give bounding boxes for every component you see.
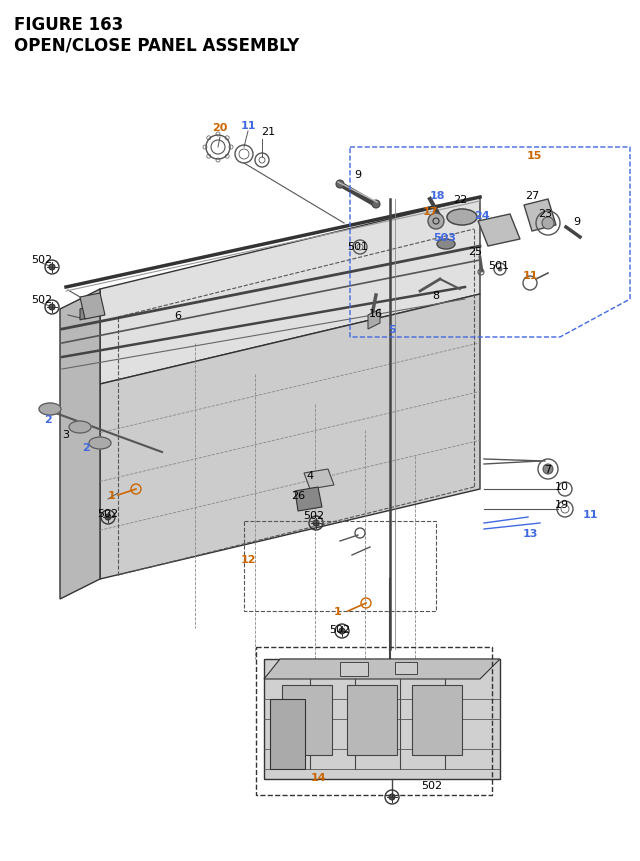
Text: 17: 17 <box>422 207 438 217</box>
Text: 502: 502 <box>330 624 351 635</box>
Text: 1: 1 <box>108 491 116 500</box>
Text: 23: 23 <box>538 208 552 219</box>
Circle shape <box>428 214 444 230</box>
Polygon shape <box>100 198 480 385</box>
Polygon shape <box>304 469 334 489</box>
Circle shape <box>49 264 55 270</box>
Text: 502: 502 <box>31 255 52 264</box>
Text: 1: 1 <box>334 606 342 616</box>
Text: 2: 2 <box>44 414 52 424</box>
Text: 26: 26 <box>291 491 305 500</box>
Polygon shape <box>524 200 556 232</box>
Bar <box>340 662 368 676</box>
Ellipse shape <box>89 437 111 449</box>
Circle shape <box>105 514 111 520</box>
Circle shape <box>389 794 395 800</box>
Ellipse shape <box>39 404 61 416</box>
Polygon shape <box>60 289 100 599</box>
Bar <box>412 685 462 755</box>
Text: 502: 502 <box>421 780 443 790</box>
Ellipse shape <box>437 239 455 250</box>
Text: 501: 501 <box>348 242 369 251</box>
Circle shape <box>339 629 345 635</box>
Bar <box>256 647 492 795</box>
Text: 8: 8 <box>433 291 440 300</box>
Text: 18: 18 <box>429 191 445 201</box>
Circle shape <box>542 218 554 230</box>
Text: 12: 12 <box>240 554 256 564</box>
Text: 25: 25 <box>468 247 482 257</box>
Text: 503: 503 <box>433 232 456 243</box>
Circle shape <box>498 268 502 272</box>
Text: 14: 14 <box>310 772 326 782</box>
Circle shape <box>49 305 55 311</box>
Polygon shape <box>295 487 322 511</box>
Text: 16: 16 <box>369 308 383 319</box>
Text: OPEN/CLOSE PANEL ASSEMBLY: OPEN/CLOSE PANEL ASSEMBLY <box>14 36 300 54</box>
Bar <box>282 685 332 755</box>
Text: 11: 11 <box>582 510 598 519</box>
Ellipse shape <box>447 210 477 226</box>
Text: 13: 13 <box>522 529 538 538</box>
Ellipse shape <box>69 422 91 433</box>
Text: 3: 3 <box>63 430 70 439</box>
Text: 501: 501 <box>488 261 509 270</box>
Text: 7: 7 <box>545 464 552 474</box>
Text: 20: 20 <box>212 123 228 133</box>
Polygon shape <box>264 660 500 679</box>
Text: 4: 4 <box>307 470 314 480</box>
Polygon shape <box>478 214 520 247</box>
Text: 10: 10 <box>555 481 569 492</box>
Text: 6: 6 <box>175 311 182 320</box>
Text: 11: 11 <box>240 121 256 131</box>
Text: 502: 502 <box>97 508 118 518</box>
Polygon shape <box>80 304 100 320</box>
Bar <box>347 685 397 755</box>
Text: 11: 11 <box>522 270 538 281</box>
Text: 24: 24 <box>474 211 490 220</box>
Text: 9: 9 <box>355 170 362 180</box>
Text: 2: 2 <box>82 443 90 453</box>
Polygon shape <box>100 294 480 579</box>
Circle shape <box>372 201 380 208</box>
Circle shape <box>336 181 344 189</box>
Text: 9: 9 <box>573 217 580 226</box>
Text: FIGURE 163: FIGURE 163 <box>14 16 124 34</box>
Bar <box>244 522 436 611</box>
Text: 502: 502 <box>303 511 324 520</box>
Polygon shape <box>368 310 380 330</box>
Circle shape <box>313 520 319 526</box>
Bar <box>395 662 417 674</box>
Polygon shape <box>270 699 305 769</box>
Text: 15: 15 <box>526 151 541 161</box>
Polygon shape <box>80 294 105 319</box>
Text: 5: 5 <box>388 325 396 335</box>
Polygon shape <box>264 660 500 779</box>
Text: 27: 27 <box>525 191 539 201</box>
Text: 502: 502 <box>31 294 52 305</box>
Text: 19: 19 <box>555 499 569 510</box>
Text: 22: 22 <box>453 195 467 205</box>
Text: 21: 21 <box>261 127 275 137</box>
Circle shape <box>543 464 553 474</box>
